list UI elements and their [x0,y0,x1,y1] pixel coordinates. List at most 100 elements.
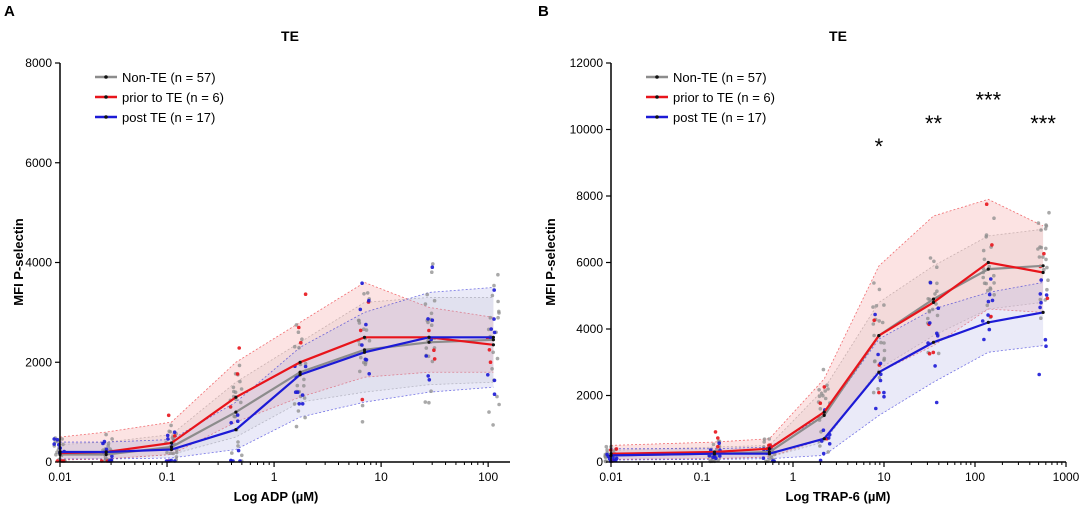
data-point-non-te [992,293,996,297]
data-point-prior-te [360,397,365,402]
data-point-non-te [604,444,609,449]
data-point-post-te [295,390,300,395]
data-point-prior-te [927,351,932,356]
data-point-non-te [876,387,880,391]
data-point-post-te [827,442,832,446]
data-point-non-te [1037,255,1042,259]
data-point-non-te [358,369,362,374]
data-point-non-te [239,387,244,391]
data-point-post-te [300,402,305,406]
data-point-post-te [714,456,718,461]
data-point-non-te [1039,228,1043,232]
panel-a-legend: Non-TE (n = 57) prior to TE (n = 6) post T… [95,70,224,125]
legend-marker [655,75,659,79]
mean-marker [104,452,108,457]
data-point-post-te [1038,292,1043,296]
data-point-prior-te [822,385,827,389]
y-tick-label: 4000 [576,322,603,336]
data-point-non-te [1044,257,1048,262]
panel-letter-b: B [538,3,549,20]
y-tick-label: 2000 [25,355,52,369]
band-lower-edge [60,386,494,460]
series-line-post-te [60,336,494,454]
mean-marker [362,348,367,352]
data-point-post-te [235,413,240,417]
data-point-non-te [491,350,496,355]
data-point-non-te [872,359,877,364]
band-lower-edge [610,345,1044,461]
data-point-non-te [823,396,828,401]
data-point-prior-te [716,436,720,440]
y-tick-label: 8000 [576,189,603,203]
data-point-post-te [982,337,986,342]
data-point-non-te [294,424,299,429]
data-point-non-te [302,377,306,382]
legend-marker [104,95,108,99]
panel-b-significance: ********* [875,88,1057,160]
data-point-post-te [489,327,494,331]
data-point-non-te [882,356,887,361]
data-point-post-te [980,319,985,323]
data-point-non-te [982,257,987,262]
significance-marker: ** [925,111,943,136]
mean-marker [234,410,238,414]
data-point-post-te [717,441,721,446]
series-line-post-te [610,311,1044,457]
data-point-post-te [928,280,933,285]
data-point-non-te [872,333,876,338]
significance-marker: *** [975,88,1001,113]
band-upper-edge [59,282,494,438]
data-point-post-te [236,419,240,424]
data-point-non-te [927,308,932,313]
legend-marker [655,95,659,99]
data-point-prior-te [716,444,720,449]
data-point-post-te [882,394,886,399]
mean-marker [986,260,990,265]
data-point-non-te [1041,255,1045,259]
data-point-post-te [104,447,109,452]
mean-marker [169,447,174,452]
data-point-post-te [166,437,170,441]
mean-marker [877,370,881,374]
y-tick-label: 2000 [576,389,603,403]
data-point-post-te [878,378,883,383]
data-point-prior-te [297,325,301,330]
data-point-prior-te [989,314,993,319]
data-point-non-te [490,293,495,298]
mean-marker [767,447,772,451]
panel-b-bands [610,198,1044,461]
mean-marker [362,350,367,354]
data-point-post-te [52,442,56,446]
data-point-post-te [426,374,431,378]
data-point-non-te [365,291,370,295]
x-tick-label: 100 [965,470,985,484]
mean-marker [298,360,302,364]
data-point-non-te [933,292,937,296]
y-tick-label: 8000 [25,56,52,70]
data-point-non-te [432,298,437,303]
data-point-post-te [1039,278,1043,282]
legend-marker [104,115,108,119]
data-point-non-te [237,363,242,368]
panel-a-lines [58,335,495,457]
panel-a-bands [59,282,494,461]
data-point-post-te [614,456,619,461]
data-point-prior-te [235,372,240,376]
data-point-prior-te [303,292,308,297]
mean-marker [169,441,174,445]
data-point-post-te [874,406,878,411]
data-point-post-te [430,318,435,323]
y-tick-label: 6000 [25,156,52,170]
data-point-post-te [172,430,177,435]
data-point-non-te [302,384,306,388]
y-tick-label: 4000 [25,256,52,270]
panel-letter-a: A [4,3,15,20]
data-point-non-te [988,287,993,291]
data-point-post-te [101,441,105,446]
mean-marker [362,335,367,339]
data-point-post-te [358,307,363,312]
data-point-non-te [877,319,881,323]
data-point-prior-te [1045,296,1050,301]
data-point-post-te [876,352,880,357]
data-point-post-te [360,281,364,286]
